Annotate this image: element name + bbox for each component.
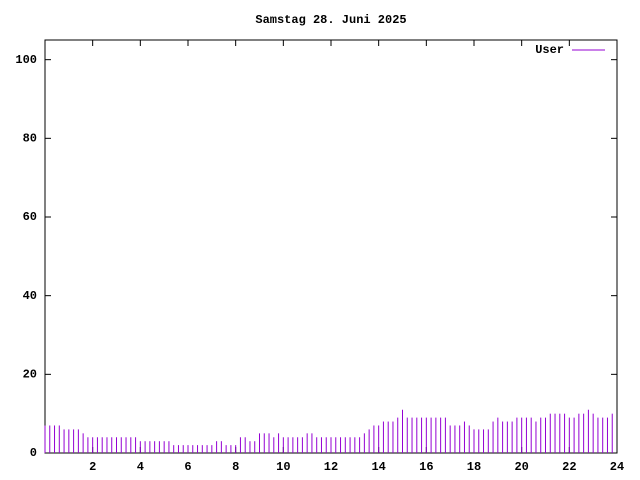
y-tick-label: 60 [23,210,37,224]
chart-title: Samstag 28. Juni 2025 [255,13,406,27]
y-tick-label: 20 [23,368,37,382]
x-tick-label: 24 [610,460,624,474]
plot-frame [44,39,618,454]
x-tick-label: 20 [514,460,528,474]
x-tick-label: 8 [232,460,239,474]
x-tick-label: 4 [137,460,144,474]
x-tick-label: 14 [371,460,385,474]
y-tick-label: 0 [30,446,37,460]
y-tick-label: 100 [15,53,37,67]
x-tick-label: 16 [419,460,433,474]
legend-label: User [535,43,564,57]
x-tick-label: 6 [184,460,191,474]
x-tick-label: 22 [562,460,576,474]
x-tick-label: 10 [276,460,290,474]
x-tick-label: 2 [89,460,96,474]
x-tick-label: 18 [467,460,481,474]
y-tick-label: 80 [23,132,37,146]
y-tick-label: 40 [23,289,37,303]
x-tick-label: 12 [324,460,338,474]
